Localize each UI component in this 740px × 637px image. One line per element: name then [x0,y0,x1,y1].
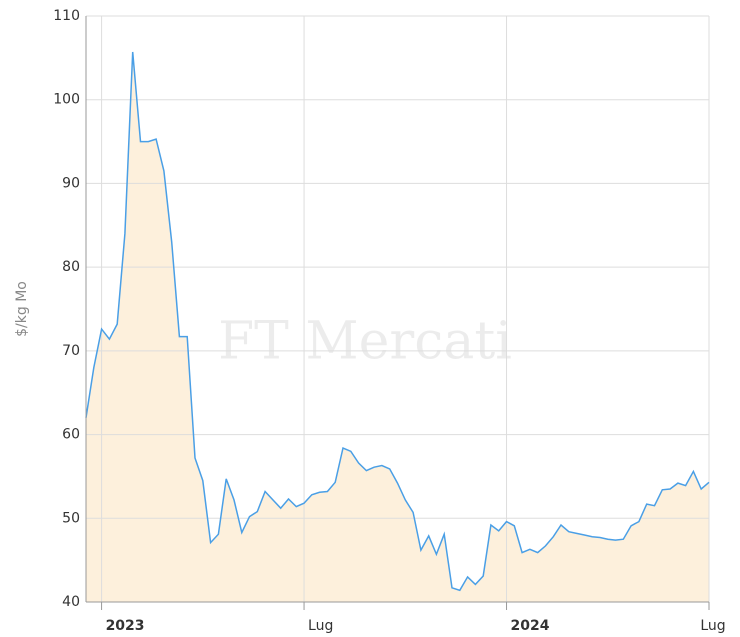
x-tick-label: Lug [700,618,725,634]
y-tick-label: 70 [62,343,80,359]
y-tick-label: 50 [62,510,80,526]
x-tick-label: 2024 [511,618,550,634]
y-tick-label: 40 [62,594,80,610]
y-tick-label: 60 [62,427,80,443]
y-tick-label: 110 [53,8,80,24]
x-tick-label: Lug [308,618,333,634]
watermark: FT Mercati [218,312,512,372]
x-tick-label: 2023 [106,618,145,634]
y-tick-label: 90 [62,175,80,191]
line [85,51,710,592]
area [86,52,709,602]
y-axis-label: $/kg Mo [14,281,30,337]
y-tick-label: 80 [62,259,80,275]
y-tick-label: 100 [53,92,80,108]
